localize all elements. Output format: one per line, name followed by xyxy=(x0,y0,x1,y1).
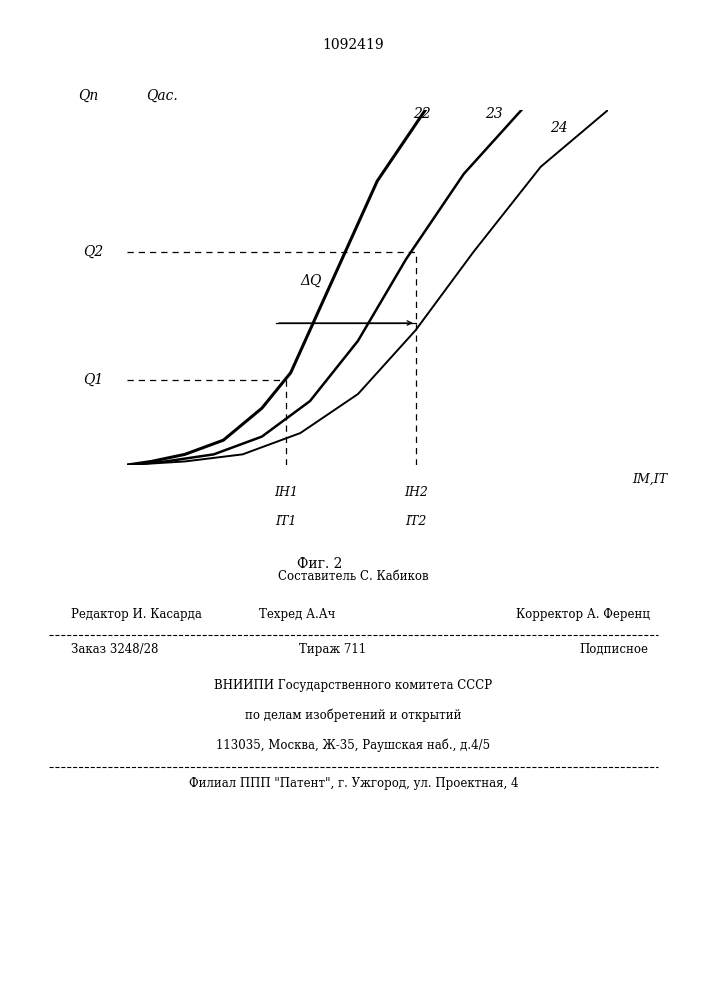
Text: IT1: IT1 xyxy=(275,515,297,528)
Text: Q1: Q1 xyxy=(83,373,103,387)
Text: Редактор И. Касарда: Редактор И. Касарда xyxy=(71,608,201,621)
Text: Техред А.Ач: Техред А.Ач xyxy=(259,608,335,621)
Text: по делам изобретений и открытий: по делам изобретений и открытий xyxy=(245,709,462,722)
Text: Qac.: Qac. xyxy=(146,89,178,103)
Text: IH2: IH2 xyxy=(404,486,428,499)
Text: Заказ 3248/28: Заказ 3248/28 xyxy=(71,643,158,656)
Text: ΔQ: ΔQ xyxy=(300,273,322,288)
Text: 23: 23 xyxy=(486,107,503,121)
Text: Составитель С. Кабиков: Составитель С. Кабиков xyxy=(278,570,429,583)
Text: Фиг. 2: Фиг. 2 xyxy=(297,557,342,571)
Text: IM,IT: IM,IT xyxy=(632,473,667,486)
Text: 24: 24 xyxy=(550,121,568,135)
Text: 113035, Москва, Ж-35, Раушская наб., д.4/5: 113035, Москва, Ж-35, Раушская наб., д.4… xyxy=(216,739,491,752)
Text: 22: 22 xyxy=(414,107,431,121)
Text: Подписное: Подписное xyxy=(580,643,649,656)
Text: Q2: Q2 xyxy=(83,245,103,259)
Text: Qn: Qn xyxy=(78,89,98,103)
Text: Корректор А. Ференц: Корректор А. Ференц xyxy=(516,608,650,621)
Text: IT2: IT2 xyxy=(405,515,426,528)
Text: 1092419: 1092419 xyxy=(322,38,385,52)
Text: Тираж 711: Тираж 711 xyxy=(299,643,366,656)
Text: Филиал ППП "Патент", г. Ужгород, ул. Проектная, 4: Филиал ППП "Патент", г. Ужгород, ул. Про… xyxy=(189,777,518,790)
Text: IH1: IH1 xyxy=(274,486,298,499)
Text: ВНИИПИ Государственного комитета СССР: ВНИИПИ Государственного комитета СССР xyxy=(214,679,493,692)
